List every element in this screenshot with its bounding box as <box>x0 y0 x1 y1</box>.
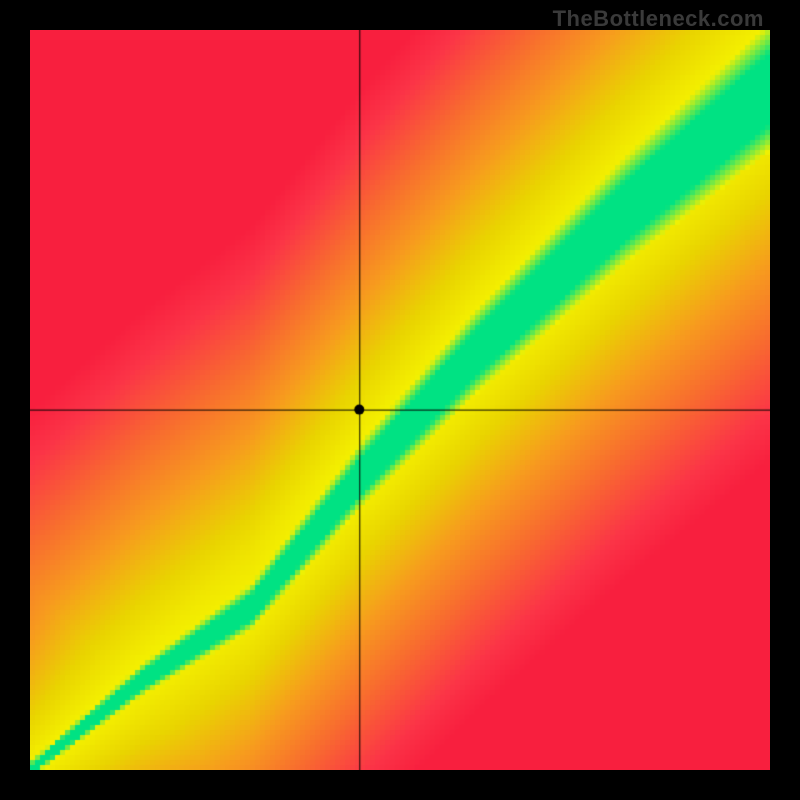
watermark-text: TheBottleneck.com <box>553 6 764 32</box>
heatmap-canvas <box>30 30 770 770</box>
chart-container: TheBottleneck.com <box>0 0 800 800</box>
plot-area <box>30 30 770 770</box>
